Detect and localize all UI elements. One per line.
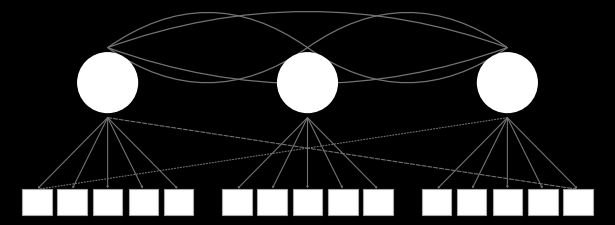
FancyArrowPatch shape (308, 48, 507, 83)
FancyArrowPatch shape (108, 48, 308, 83)
FancyBboxPatch shape (422, 189, 451, 215)
FancyBboxPatch shape (129, 189, 158, 215)
FancyBboxPatch shape (293, 189, 322, 215)
FancyBboxPatch shape (22, 189, 52, 215)
FancyArrowPatch shape (108, 14, 307, 48)
FancyBboxPatch shape (257, 189, 287, 215)
FancyBboxPatch shape (528, 189, 558, 215)
FancyArrowPatch shape (108, 12, 506, 48)
FancyBboxPatch shape (328, 189, 358, 215)
Ellipse shape (478, 54, 537, 113)
Ellipse shape (278, 54, 337, 113)
FancyBboxPatch shape (363, 189, 393, 215)
FancyBboxPatch shape (457, 189, 486, 215)
FancyArrowPatch shape (109, 48, 507, 84)
FancyBboxPatch shape (164, 189, 193, 215)
FancyBboxPatch shape (563, 189, 593, 215)
Ellipse shape (78, 54, 137, 113)
FancyBboxPatch shape (222, 189, 252, 215)
FancyBboxPatch shape (493, 189, 522, 215)
FancyBboxPatch shape (57, 189, 87, 215)
FancyBboxPatch shape (93, 189, 122, 215)
FancyArrowPatch shape (308, 14, 507, 48)
